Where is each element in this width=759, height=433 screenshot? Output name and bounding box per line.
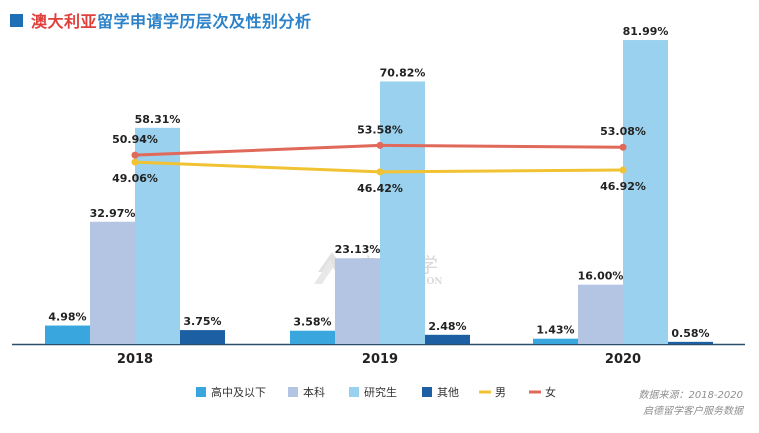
legend-label-female: 女 bbox=[545, 385, 556, 399]
line-label-male-2019: 46.42% bbox=[357, 182, 403, 195]
legend-label-bachelor: 本科 bbox=[303, 385, 325, 399]
legend: 高中及以下 本科 研究生 其他 男 女 bbox=[196, 385, 556, 399]
legend-label-other: 其他 bbox=[437, 386, 459, 399]
bar-label-other-2019: 2.48% bbox=[428, 320, 466, 333]
bar-bachelor-2020 bbox=[578, 284, 623, 344]
bar-high-school-2020 bbox=[533, 338, 578, 344]
x-tick-label-2018: 2018 bbox=[117, 352, 153, 367]
point-female-2019 bbox=[376, 141, 384, 149]
point-male-2020 bbox=[619, 166, 627, 174]
bar-label-postgraduate-2018: 58.31% bbox=[135, 113, 181, 126]
bar-postgraduate-2018 bbox=[135, 127, 180, 344]
bar-high-school-2019 bbox=[290, 330, 335, 344]
legend-label-postgraduate: 研究生 bbox=[364, 385, 397, 399]
legend-label-high-school: 高中及以下 bbox=[211, 385, 266, 399]
legend-label-male: 男 bbox=[495, 386, 506, 399]
legend-swatch-other bbox=[422, 387, 432, 397]
legend-swatch-postgraduate bbox=[349, 387, 359, 397]
x-tick-label-2020: 2020 bbox=[605, 352, 641, 367]
point-female-2020 bbox=[619, 143, 627, 151]
point-female-2018 bbox=[131, 151, 139, 159]
legend-swatch-bachelor bbox=[288, 387, 298, 397]
point-male-2018 bbox=[131, 158, 139, 166]
source-note: 数据来源：2018-2020 启德留学客户服务数据 bbox=[638, 388, 743, 420]
line-label-female-2018: 50.94% bbox=[112, 133, 158, 146]
bar-other-2018 bbox=[180, 330, 225, 344]
title-accent: 澳大利亚 bbox=[31, 12, 98, 31]
bar-high-school-2018 bbox=[45, 325, 90, 344]
plot-area: 4.98% 3.58% 1.43% 32.97% 23.13% 16.00% 58.31% 7… bbox=[12, 25, 745, 367]
bar-label-bachelor-2020: 16.00% bbox=[578, 270, 624, 283]
bar-label-high-school-2019: 3.58% bbox=[293, 316, 331, 329]
bar-bachelor-2019 bbox=[335, 258, 380, 344]
bar-label-postgraduate-2020: 81.99% bbox=[623, 25, 669, 38]
legend-swatch-high-school bbox=[196, 387, 206, 397]
source-line-2: 启德留学客户服务数据 bbox=[643, 406, 743, 417]
point-male-2019 bbox=[376, 168, 384, 176]
bar-label-bachelor-2018: 32.97% bbox=[90, 207, 136, 220]
bar-label-other-2018: 3.75% bbox=[183, 315, 221, 328]
bar-postgraduate-2019 bbox=[380, 81, 425, 344]
bar-other-2019 bbox=[425, 334, 470, 344]
bar-label-high-school-2020: 1.43% bbox=[536, 324, 574, 337]
bar-label-bachelor-2019: 23.13% bbox=[335, 243, 381, 256]
bar-label-high-school-2018: 4.98% bbox=[48, 311, 86, 324]
bar-other-2020 bbox=[668, 341, 713, 344]
bar-postgraduate-2020 bbox=[623, 40, 668, 344]
bar-label-postgraduate-2019: 70.82% bbox=[380, 66, 426, 79]
line-label-female-2019: 53.58% bbox=[357, 123, 403, 136]
bar-label-other-2020: 0.58% bbox=[671, 327, 709, 340]
line-label-male-2018: 49.06% bbox=[112, 172, 158, 185]
x-tick-label-2019: 2019 bbox=[362, 352, 398, 367]
bar-bachelor-2018 bbox=[90, 221, 135, 344]
source-line-1: 数据来源：2018-2020 bbox=[638, 390, 743, 401]
title-main: 留学申请学历层次及性别分析 bbox=[97, 12, 312, 31]
line-label-male-2020: 46.92% bbox=[600, 180, 646, 193]
title-marker-icon bbox=[10, 13, 23, 27]
chart-title: 澳大利亚留学申请学历层次及性别分析 bbox=[10, 8, 312, 32]
line-label-female-2020: 53.08% bbox=[600, 125, 646, 138]
